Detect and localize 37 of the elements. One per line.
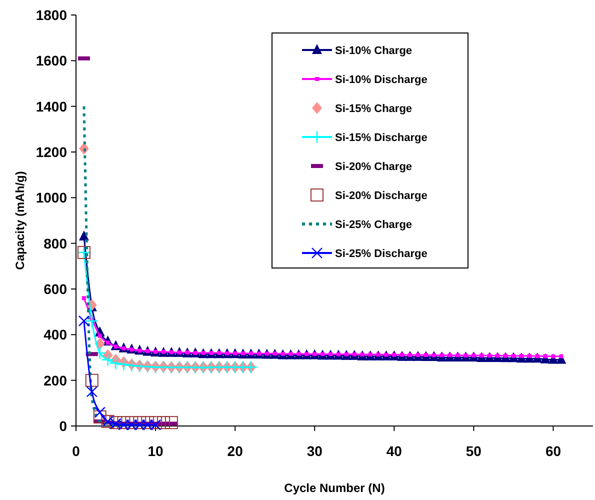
- y-tick-label: 1200: [36, 144, 68, 160]
- point: [85, 374, 98, 387]
- y-tick-label: 400: [44, 326, 68, 343]
- x-tick-label: 50: [466, 443, 482, 459]
- y-tick-label: 0: [59, 418, 68, 434]
- legend-label: Si-15% Discharge: [335, 132, 428, 144]
- y-tick-label: 1000: [36, 190, 68, 206]
- point: [156, 416, 170, 430]
- y-tick-label: 1800: [36, 7, 68, 23]
- point: [94, 406, 106, 418]
- legend-label: Si-10% Charge: [335, 45, 412, 57]
- x-axis-title: Cycle Number (N): [284, 481, 385, 495]
- y-tick-label: 600: [44, 281, 68, 297]
- x-tick-label: 10: [148, 443, 164, 459]
- point: [109, 356, 122, 370]
- point: [86, 386, 98, 398]
- legend-label: Si-20% Charge: [335, 161, 412, 173]
- point: [85, 314, 99, 328]
- point: [164, 416, 178, 430]
- x-tick-label: 30: [306, 443, 323, 459]
- x-tick-label: 60: [545, 443, 562, 459]
- point: [117, 358, 130, 371]
- legend-label: Si-25% Charge: [335, 219, 412, 231]
- y-axis-title: Capacity (mAh/g): [13, 171, 27, 270]
- point: [78, 315, 90, 327]
- x-tick-label: 40: [386, 443, 402, 459]
- legend-label: Si-15% Charge: [335, 103, 412, 115]
- y-tick-label: 1600: [36, 52, 68, 69]
- y-tick-label: 800: [44, 235, 68, 252]
- legend-label: Si-25% Discharge: [335, 248, 428, 260]
- y-tick-label: 200: [44, 372, 68, 388]
- legend-label: Si-10% Discharge: [335, 74, 428, 86]
- legend-label: Si-20% Discharge: [335, 190, 428, 202]
- y-tick-label: 1400: [36, 98, 68, 114]
- point: [93, 410, 106, 424]
- x-tick-label: 20: [227, 443, 244, 459]
- x-tick-label: 0: [72, 443, 80, 459]
